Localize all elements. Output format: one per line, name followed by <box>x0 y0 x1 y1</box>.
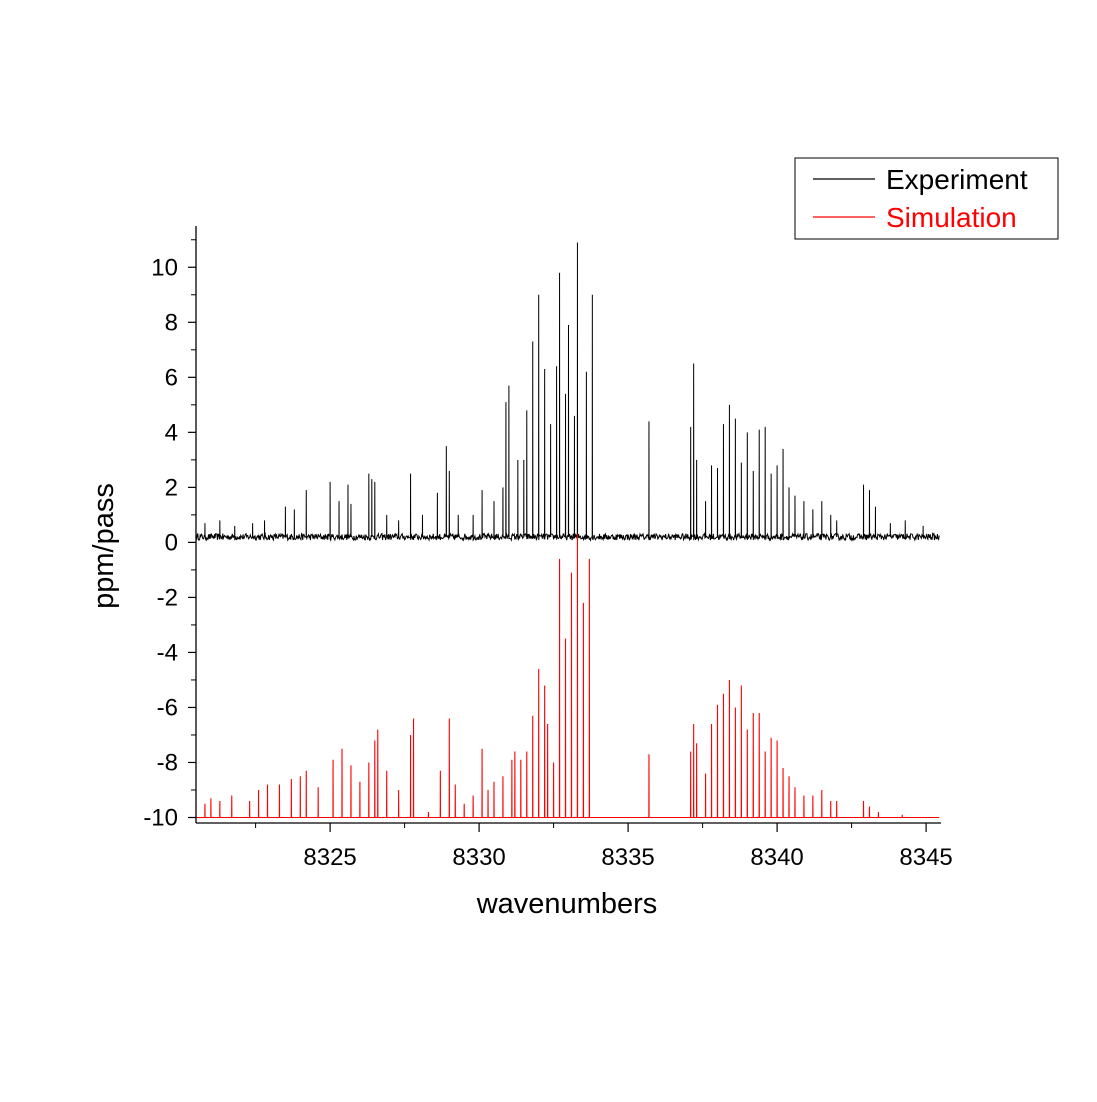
series-line-simulation <box>196 534 940 819</box>
series-line-experiment <box>196 242 940 542</box>
y-tick-label: -2 <box>157 584 178 611</box>
x-axis-label: wavenumbers <box>476 888 658 920</box>
legend-label-simulation: Simulation <box>886 202 1017 233</box>
y-tick-label: -8 <box>157 749 178 776</box>
legend-label-experiment: Experiment <box>886 164 1028 195</box>
x-tick-label: 8335 <box>601 844 654 871</box>
y-axis-label: ppm/pass <box>88 483 120 609</box>
y-tick-label: 8 <box>165 309 178 336</box>
series-layer <box>196 242 940 819</box>
x-tick-label: 8325 <box>303 844 356 871</box>
y-tick-label: 4 <box>165 419 178 446</box>
y-tick-label: 2 <box>165 474 178 501</box>
y-tick-label: -10 <box>143 804 178 831</box>
x-tick-label: 8345 <box>899 844 952 871</box>
legend-box <box>794 157 1059 240</box>
legend: Experiment Simulation <box>794 157 1059 240</box>
y-tick-label: -4 <box>157 639 178 666</box>
axes-layer: 8325 8330 8335 8340 8345 -10 -8 -6 -4 -2 0 2 4 6 8 10 <box>143 226 953 871</box>
x-tick-label: 8330 <box>452 844 505 871</box>
y-tick-label: -6 <box>157 694 178 721</box>
y-tick-label: 0 <box>165 529 178 556</box>
y-tick-label: 6 <box>165 364 178 391</box>
y-tick-label: 10 <box>151 254 178 281</box>
x-tick-label: 8340 <box>750 844 803 871</box>
